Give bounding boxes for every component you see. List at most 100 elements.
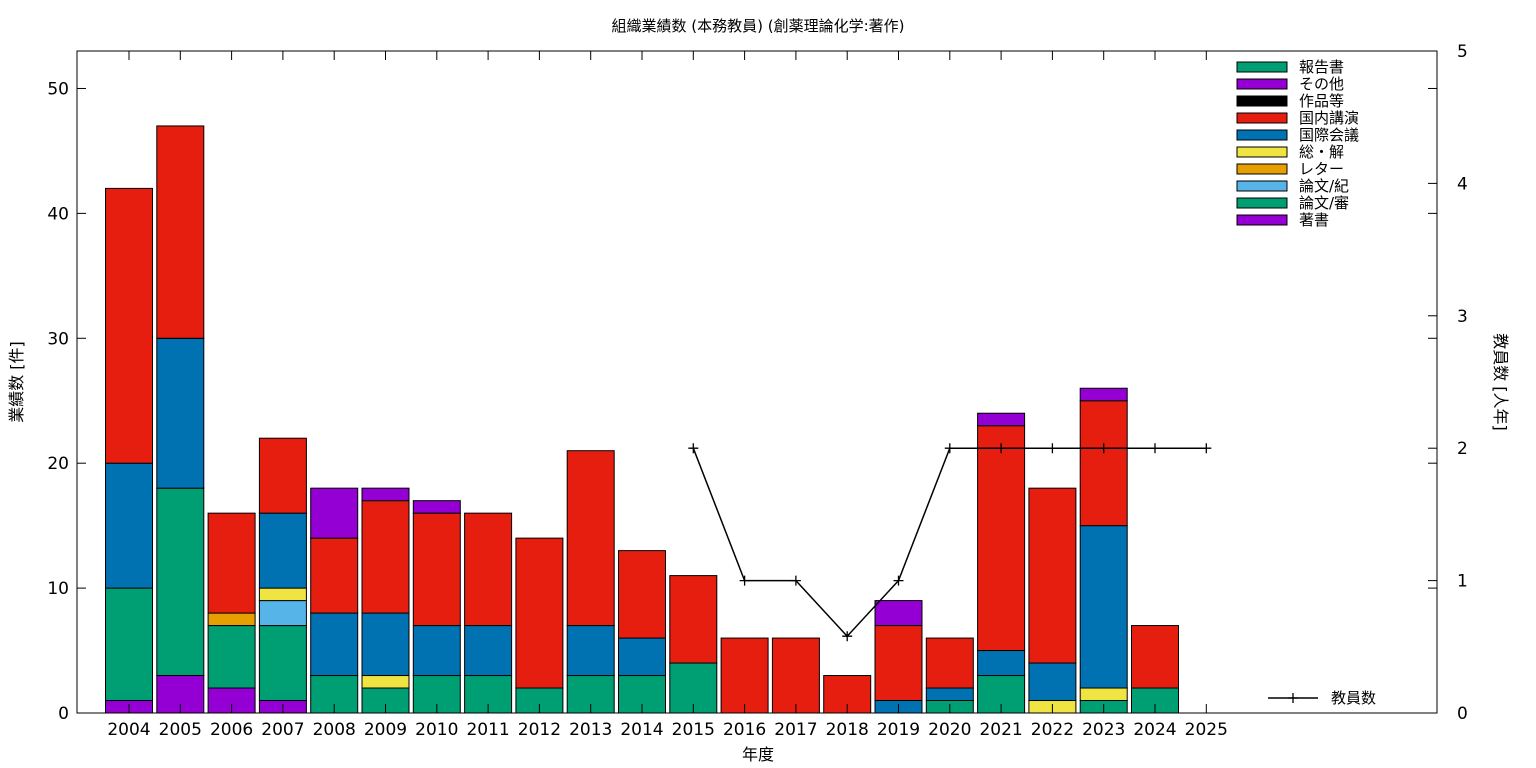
x-tick-label-2019: 2019 xyxy=(877,720,920,740)
x-tick-label-2005: 2005 xyxy=(159,720,202,740)
bar-2009-series-3 xyxy=(361,500,410,614)
bar-2011-series-4 xyxy=(464,625,513,677)
faculty-point-2017 xyxy=(790,575,801,586)
x-tick-label-2006: 2006 xyxy=(210,720,253,740)
y2-tick-label-1: 1 xyxy=(1457,572,1468,592)
bar-2021-series-4 xyxy=(977,650,1026,677)
legend-label-7: 論文/紀 xyxy=(1299,177,1349,195)
x-tick-label-2017: 2017 xyxy=(774,720,817,740)
legend-swatch-0 xyxy=(1236,61,1288,73)
bar-2020-series-4 xyxy=(925,687,974,702)
y2-tick-label-3: 3 xyxy=(1457,307,1468,327)
bar-2021-series-1 xyxy=(977,412,1026,427)
faculty-count-line xyxy=(692,447,1207,638)
bar-2015-series-3 xyxy=(669,575,718,664)
bar-2006-series-3 xyxy=(207,512,256,614)
y2-tick-label-0: 0 xyxy=(1457,704,1468,724)
legend-swatch-8 xyxy=(1236,197,1288,209)
legend-label-1: その他 xyxy=(1299,75,1344,93)
bar-2006-series-6 xyxy=(207,612,256,627)
bar-2009-series-1 xyxy=(361,487,410,502)
legend-label-8: 論文/審 xyxy=(1299,194,1349,212)
faculty-point-2015 xyxy=(688,443,699,454)
bar-2007-series-8 xyxy=(258,625,307,702)
x-tick-label-2024: 2024 xyxy=(1133,720,1176,740)
bar-2007-series-7 xyxy=(258,600,307,627)
faculty-point-2022 xyxy=(1047,443,1058,454)
y2-tick-label-5: 5 xyxy=(1457,42,1468,62)
bar-2013-series-4 xyxy=(566,625,615,677)
legend-swatch-6 xyxy=(1236,163,1288,175)
bar-2016-series-3 xyxy=(720,637,769,714)
x-tick-label-2016: 2016 xyxy=(723,720,766,740)
chart-title: 組織業績数 (本務教員) (創薬理論化学:著作) xyxy=(612,17,905,35)
y-tick-label-20: 20 xyxy=(47,454,69,474)
bar-2008-series-4 xyxy=(310,612,359,677)
faculty-point-2016 xyxy=(739,575,750,586)
legend-line-label: 教員数 xyxy=(1331,689,1376,707)
legend-swatch-9 xyxy=(1236,214,1288,226)
bar-2007-series-5 xyxy=(258,587,307,602)
bar-2005-series-4 xyxy=(156,337,205,489)
x-tick-label-2008: 2008 xyxy=(313,720,356,740)
faculty-point-2025 xyxy=(1201,443,1212,454)
bar-2004-series-4 xyxy=(105,462,153,589)
plot-frame xyxy=(76,50,1438,714)
faculty-point-2023 xyxy=(1098,443,1109,454)
legend-line-marker xyxy=(1288,693,1298,703)
y-tick-label-30: 30 xyxy=(47,329,69,349)
bar-2014-series-4 xyxy=(618,637,666,677)
bar-2019-series-1 xyxy=(874,600,923,627)
bar-2010-series-3 xyxy=(412,512,461,627)
line-layer xyxy=(688,443,1212,642)
bar-2009-series-5 xyxy=(361,675,410,689)
bar-2006-series-8 xyxy=(207,625,256,689)
legend-label-6: レター xyxy=(1299,160,1344,178)
faculty-point-2018 xyxy=(842,631,853,642)
x-tick-label-2007: 2007 xyxy=(261,720,304,740)
legend-swatch-3 xyxy=(1236,112,1288,124)
axis-layer: 0 10 20 30 40 50 0 1 2 3 4 5 2004 2005 2006 2007 2008 200… xyxy=(47,42,1467,740)
faculty-point-2021 xyxy=(996,443,1007,454)
y-tick-label-40: 40 xyxy=(47,204,69,224)
legend-label-9: 著書 xyxy=(1299,211,1329,229)
bar-2022-series-3 xyxy=(1028,487,1077,664)
bar-2021-series-3 xyxy=(977,425,1026,652)
bar-2004-series-3 xyxy=(105,187,153,464)
y2-axis-label: 教員数 [人年] xyxy=(1491,333,1510,431)
legend-swatch-4 xyxy=(1236,129,1288,141)
x-tick-label-2025: 2025 xyxy=(1185,720,1228,740)
bar-2017-series-3 xyxy=(771,637,820,714)
bar-2010-series-4 xyxy=(412,625,461,677)
faculty-point-2019 xyxy=(893,575,904,586)
legend-label-3: 国内講演 xyxy=(1299,109,1359,127)
bar-2010-series-1 xyxy=(412,500,461,514)
bar-2014-series-3 xyxy=(618,550,666,639)
bar-2023-series-4 xyxy=(1079,525,1128,689)
y-tick-label-0: 0 xyxy=(58,704,69,724)
bar-2023-series-5 xyxy=(1079,687,1128,702)
x-tick-label-2004: 2004 xyxy=(107,720,150,740)
bar-2009-series-4 xyxy=(361,612,410,677)
bar-2008-series-1 xyxy=(310,487,359,539)
x-tick-label-2015: 2015 xyxy=(672,720,715,740)
x-tick-label-2023: 2023 xyxy=(1082,720,1125,740)
bar-2013-series-3 xyxy=(566,450,615,627)
bar-2022-series-4 xyxy=(1028,662,1077,702)
bar-2012-series-3 xyxy=(515,537,564,689)
bar-2023-series-3 xyxy=(1079,400,1128,527)
bar-2005-series-8 xyxy=(156,487,205,677)
x-axis-label: 年度 xyxy=(742,745,774,764)
legend-swatch-7 xyxy=(1236,180,1288,192)
bar-2008-series-3 xyxy=(310,537,359,614)
bar-2005-series-3 xyxy=(156,125,205,339)
y2-tick-label-2: 2 xyxy=(1457,439,1468,459)
legend-label-2: 作品等 xyxy=(1299,92,1344,110)
x-tick-label-2011: 2011 xyxy=(466,720,509,740)
bar-2020-series-3 xyxy=(925,637,974,689)
y-tick-label-50: 50 xyxy=(47,79,69,99)
x-tick-label-2018: 2018 xyxy=(826,720,869,740)
bar-2011-series-3 xyxy=(464,512,513,627)
